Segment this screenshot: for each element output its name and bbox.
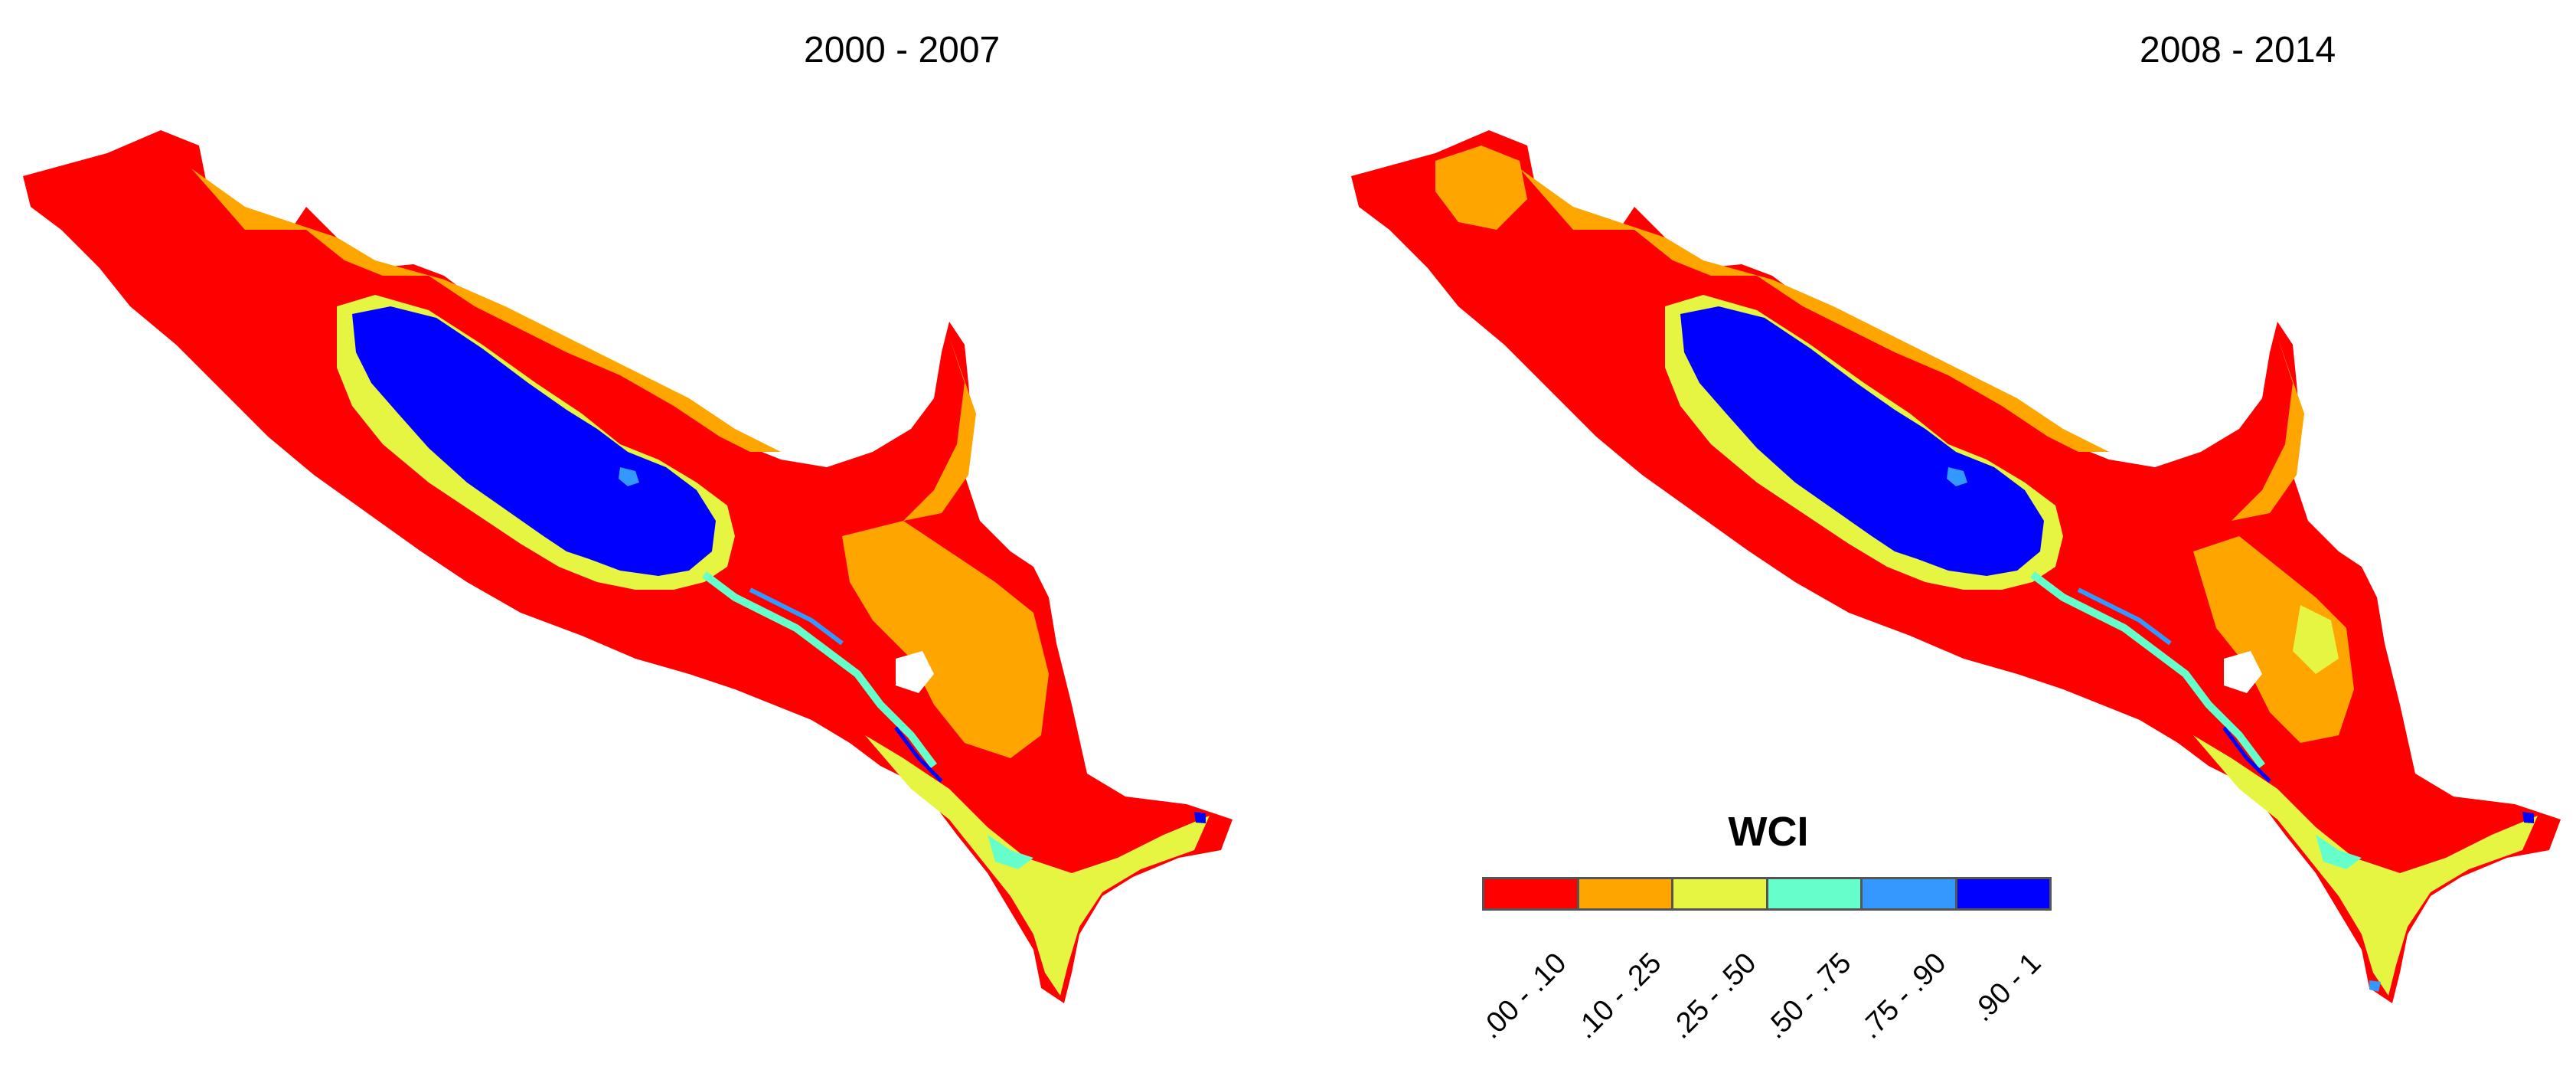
orange-zone-branch xyxy=(2232,337,2304,521)
legend-color-bar xyxy=(1482,877,2052,911)
river-channel-2 xyxy=(749,587,844,646)
legend-swatch-class-5 xyxy=(1863,879,1957,908)
yellow-zone-east xyxy=(2293,605,2339,674)
lake-main xyxy=(1680,306,2044,576)
wci-map-2000-2007 xyxy=(23,130,1232,1003)
wci-map-2008-2014 xyxy=(1351,130,2561,1003)
legend-label-class-3: .25 - .50 xyxy=(1664,947,1763,1045)
panel-title-right: 2008 - 2014 xyxy=(2140,30,2336,70)
legend-swatch-class-2 xyxy=(1579,879,1673,908)
lake-east-dot xyxy=(2522,812,2534,823)
legend-swatch-class-3 xyxy=(1673,879,1768,908)
lake-south-dot xyxy=(2369,980,2381,992)
legend-swatch-class-4 xyxy=(1768,879,1863,908)
river-channel-3 xyxy=(2222,726,2271,783)
legend-swatch-class-6 xyxy=(1957,879,2049,908)
legend-label-class-2: .10 - .25 xyxy=(1569,947,1668,1045)
basin-region xyxy=(23,130,1232,1003)
legend-title: WCI xyxy=(1728,809,1809,855)
lake-main xyxy=(352,306,716,576)
orange-zone-branch xyxy=(903,337,976,521)
orange-zone-northwest xyxy=(1435,146,1527,230)
lake-islet xyxy=(619,467,639,486)
legend-label-class-5: .75 - .90 xyxy=(1854,947,1953,1045)
cyan-patch-south xyxy=(988,835,1033,869)
wci-legend: WCI .00 - .10 .10 - .25 .25 - .50 .50 - … xyxy=(1474,808,2059,1068)
yellow-zone-south xyxy=(865,735,1210,996)
legend-label-class-4: .50 - .75 xyxy=(1759,947,1858,1045)
enclave-hole xyxy=(896,651,934,693)
enclave-hole xyxy=(2224,651,2262,693)
basin-region xyxy=(1351,130,2561,1003)
river-channel xyxy=(2030,571,2265,768)
panel-title-left: 2000 - 2007 xyxy=(804,30,1001,70)
lake-east-dot xyxy=(1194,812,1206,823)
orange-zone-north xyxy=(1520,168,2109,452)
cyan-patch-south xyxy=(2316,835,2362,869)
orange-zone-east xyxy=(2193,536,2354,743)
river-channel xyxy=(702,571,937,768)
legend-swatch-class-1 xyxy=(1484,879,1579,908)
orange-zone-north xyxy=(191,168,781,452)
yellow-zone-south xyxy=(2193,735,2538,996)
river-channel-3 xyxy=(894,726,943,783)
orange-zone-east xyxy=(842,521,1049,758)
legend-label-class-6: .90 - 1 xyxy=(1966,947,2048,1029)
river-channel-2 xyxy=(2077,587,2172,646)
lake-islet xyxy=(1947,467,1967,486)
